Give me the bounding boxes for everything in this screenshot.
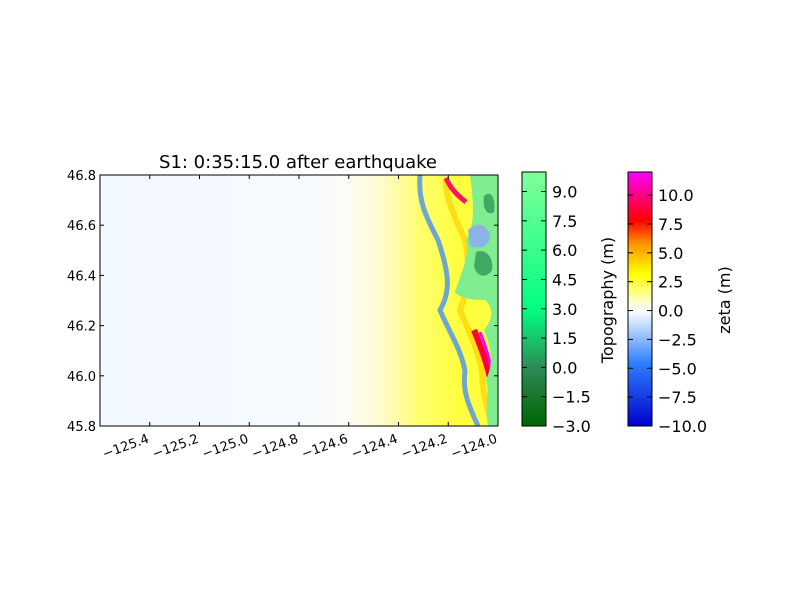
colorbar-tick-label: 10.0: [658, 186, 694, 205]
colorbar-tick-label: −2.5: [658, 330, 697, 349]
x-tick-label: −125.0: [200, 432, 250, 463]
colorbar-tick-label: 6.0: [552, 241, 577, 260]
y-tick-label: 46.4: [67, 269, 96, 284]
chart-title: S1: 0:35:15.0 after earthquake: [159, 152, 437, 173]
low-land-north: [474, 250, 493, 276]
colorbar-tick-label: 7.5: [552, 212, 577, 231]
colorbar-tick-label: −10.0: [658, 417, 707, 436]
topography-colorbar: [521, 171, 547, 427]
x-tick-label: −124.8: [250, 432, 300, 463]
wave-trough-band: [417, 175, 481, 426]
y-tick-label: 46.6: [67, 219, 96, 234]
colorbar-tick-label: −5.0: [658, 359, 697, 378]
colorbar-tick-label: −7.5: [658, 388, 697, 407]
x-tick-label: −124.0: [449, 432, 499, 463]
colorbar-tick-label: 0.0: [658, 302, 683, 321]
y-tick-label: 46.2: [67, 320, 96, 335]
colorbar-tick-label: −3.0: [552, 417, 591, 436]
river-estuary: [468, 224, 490, 248]
colorbar-tick-label: 7.5: [658, 215, 683, 234]
colorbar-tick-label: −1.5: [552, 388, 591, 407]
topography-colorbar-ticks: 9.0 7.5 6.0 4.5 3.0 1.5 0.0 −1.5 −3.0: [522, 183, 591, 436]
x-tick-label: −124.4: [350, 432, 400, 463]
zeta-colorbar-label: zeta (m): [715, 266, 734, 333]
low-land-south: [483, 193, 495, 214]
x-tick-label: −124.2: [399, 432, 449, 463]
y-tick-label: 46.0: [67, 370, 96, 385]
colorbar-tick-label: 4.5: [552, 270, 577, 289]
colorbar-tick-label: 0.0: [552, 358, 577, 377]
x-tick-label: −125.2: [151, 432, 201, 463]
zeta-colorbar-ticks: 10.0 7.5 5.0 2.5 0.0 −2.5 −5.0 −7.5 −10.0: [628, 186, 707, 436]
colorbar-tick-label: 9.0: [552, 183, 577, 202]
plot-area: [100, 175, 498, 426]
topography-colorbar-label: Topography (m): [598, 237, 617, 364]
y-axis: 45.8 46.0 46.2 46.4 46.6 46.8: [67, 169, 498, 435]
colorbar-tick-label: 3.0: [552, 300, 577, 319]
y-tick-label: 46.8: [67, 169, 96, 184]
wave-crest-band: [442, 179, 495, 426]
x-tick-label: −125.4: [101, 432, 151, 463]
colorbar-tick-label: 1.5: [552, 329, 577, 348]
wave-peak-north: [443, 176, 468, 204]
x-tick-label: −124.6: [300, 432, 350, 463]
sea-surface-field: [100, 175, 498, 426]
colorbar-tick-label: 2.5: [658, 273, 683, 292]
y-tick-label: 45.8: [67, 420, 96, 435]
colorbar-tick-label: 5.0: [658, 244, 683, 263]
zeta-colorbar: [627, 171, 653, 427]
